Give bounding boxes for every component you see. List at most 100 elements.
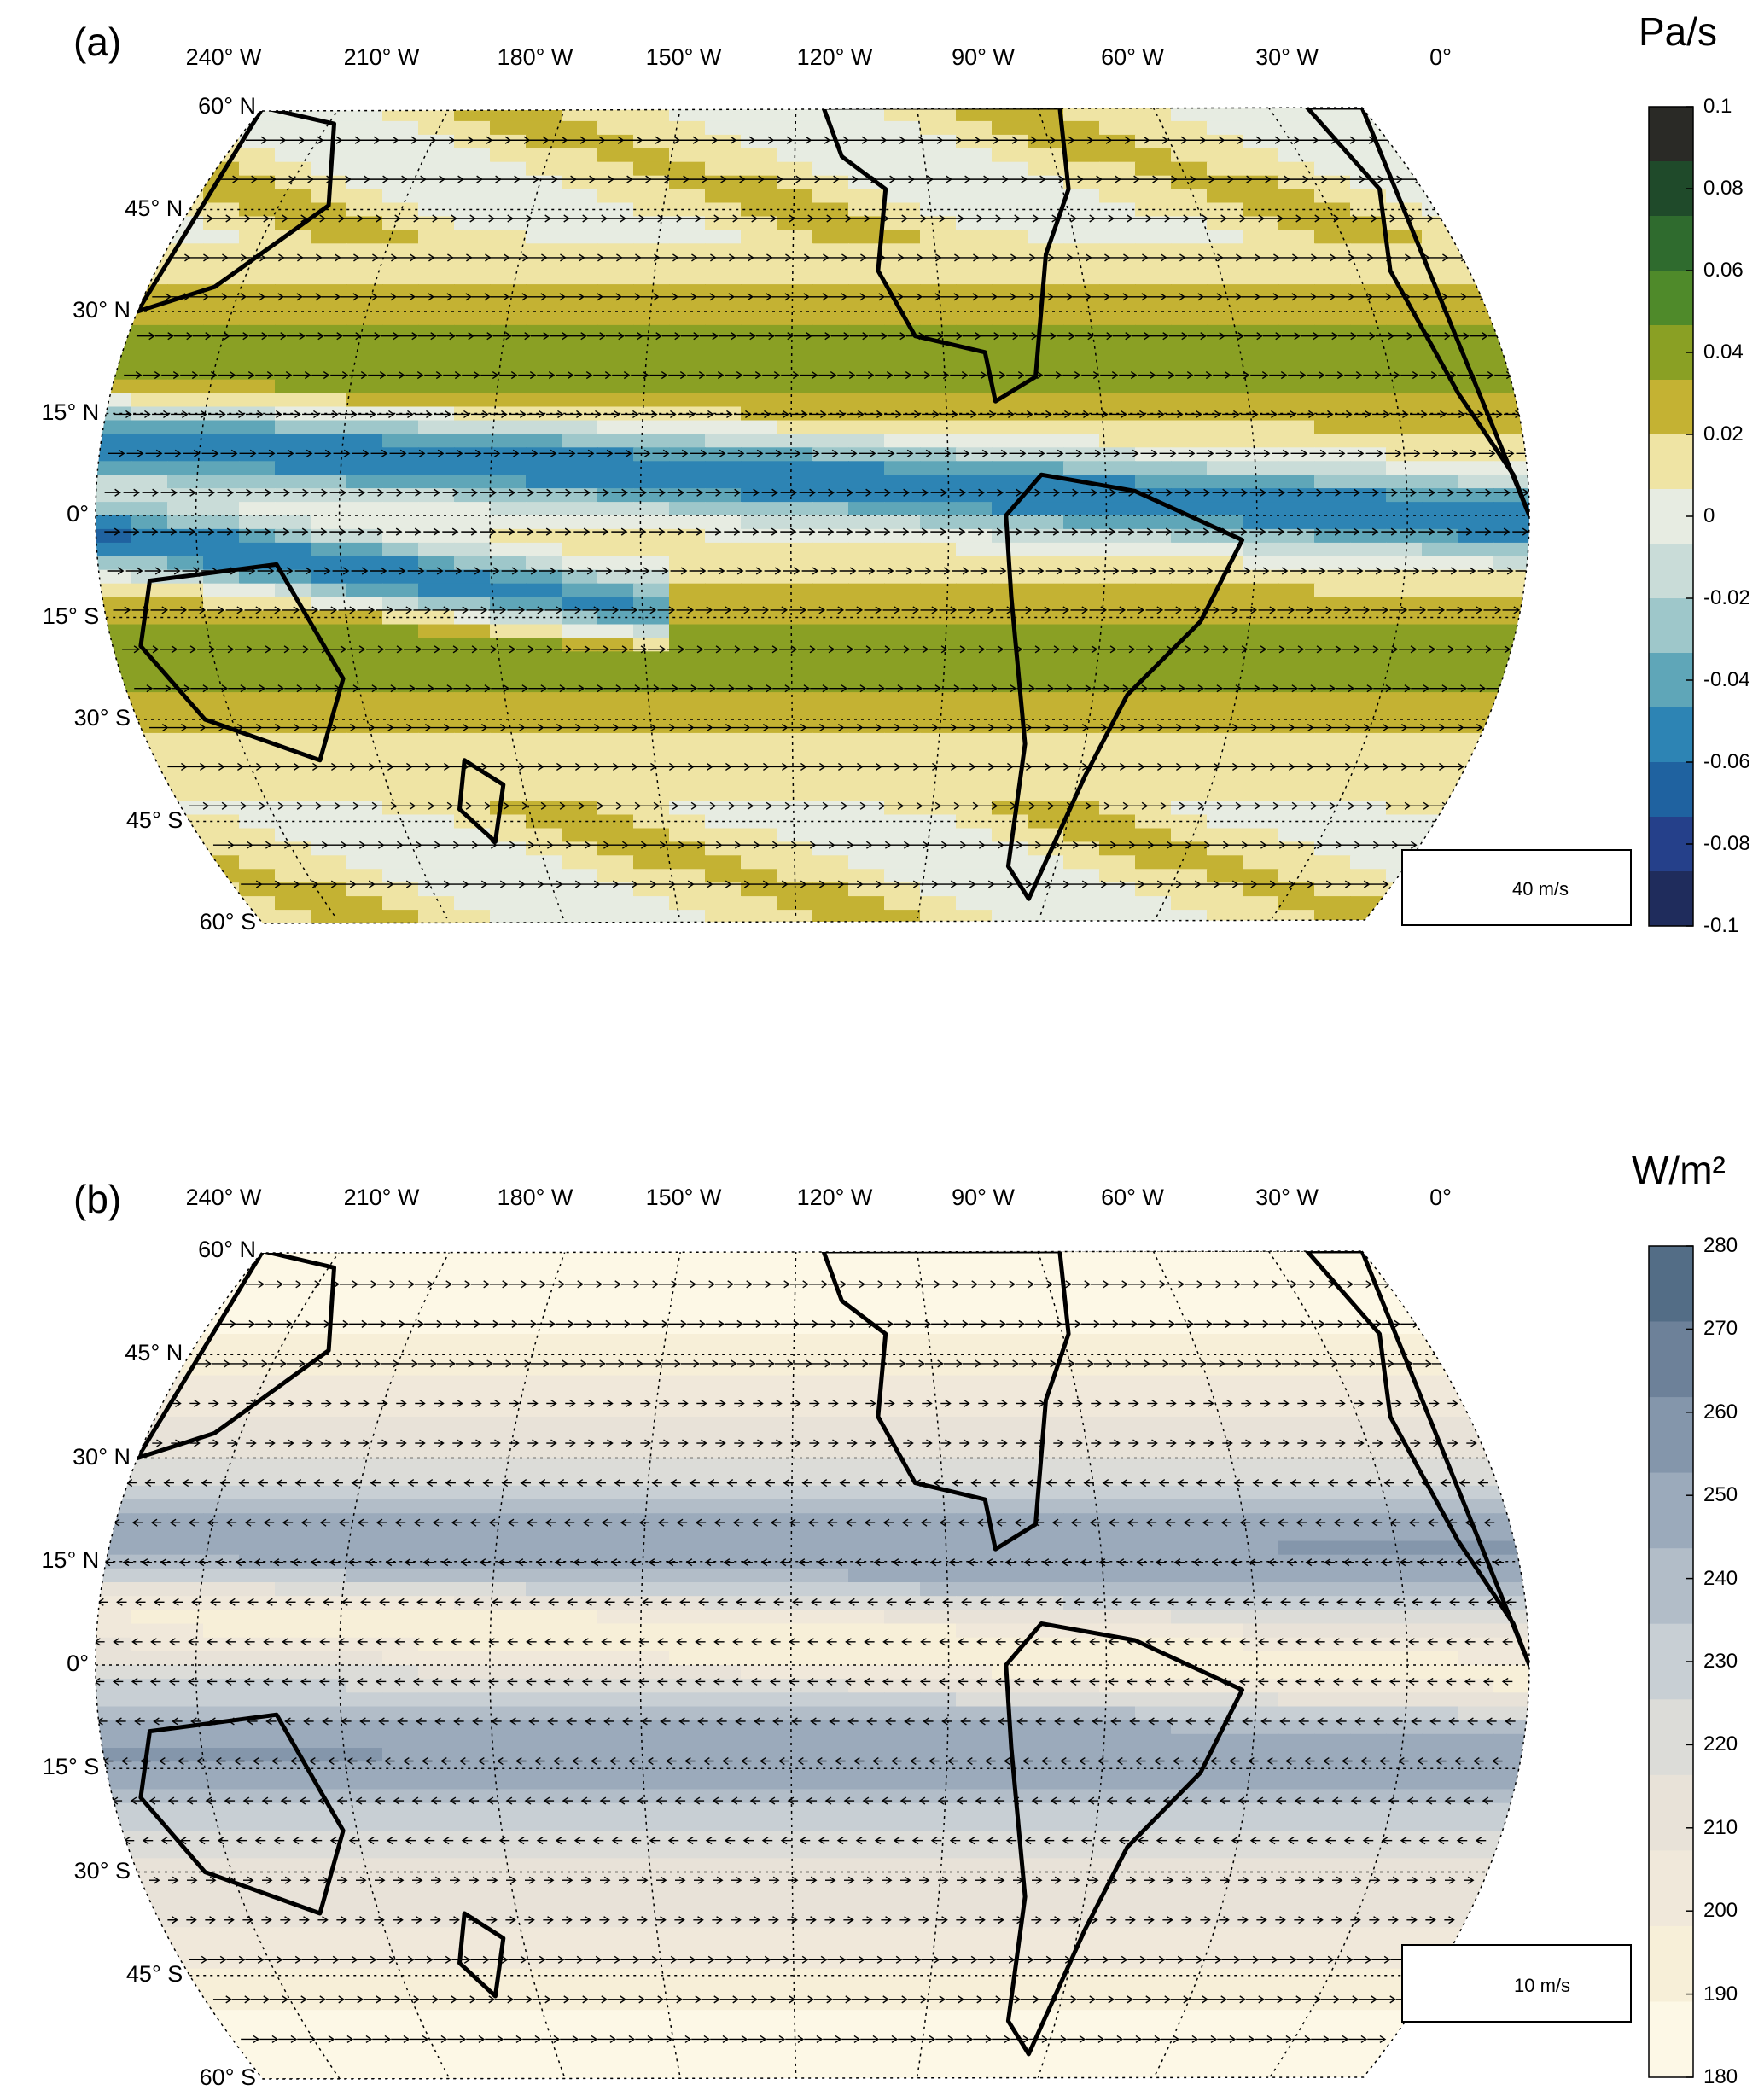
panel-a-colorbar-segment xyxy=(1649,817,1693,872)
panel-b-colorbar-segment xyxy=(1649,2001,1693,2078)
panel-b-colorbar-segment xyxy=(1649,1699,1693,1776)
panel-a-lat-label: 0° xyxy=(67,501,89,527)
panel-b-colorbar-segment xyxy=(1649,1774,1693,1851)
coastline-4 xyxy=(135,108,336,314)
panel-a-reference-vector-label: 40 m/s xyxy=(1512,878,1569,900)
panel-a-colorbar-segment xyxy=(1649,762,1693,818)
panel-b-lat-label: 60° N xyxy=(198,1237,256,1262)
panel-a-colorbar-tick: -0.08 xyxy=(1703,832,1750,855)
panel-b-map xyxy=(95,1245,1694,2080)
coastline-0 xyxy=(821,108,1071,404)
panel-b-lat-label: 0° xyxy=(67,1651,89,1676)
panel-b-colorbar-tick: 260 xyxy=(1703,1400,1738,1424)
panel-b-reference-vector-box: 10 m/s xyxy=(1401,1944,1632,2023)
panel-a-lat-label: 15° S xyxy=(42,603,100,629)
panel-a-colorbar-segment xyxy=(1649,325,1693,381)
panel-b-colorbar-segment xyxy=(1649,1321,1693,1398)
panel-a-field xyxy=(96,108,1529,923)
panel-a-colorbar-tick: -0.02 xyxy=(1703,586,1750,609)
panel-b-outgoing-longwave-radiation: (b) W/m² 240° W 210° W 180° W 150° W 120° W 9… xyxy=(0,1048,1764,2096)
panel-a-lon-label: 180° W xyxy=(497,44,573,70)
panel-a-lon-label: 60° W xyxy=(1101,44,1164,70)
panel-b-colorbar-segment xyxy=(1649,1246,1693,1322)
panel-b-colorbar-tick: 220 xyxy=(1703,1732,1738,1756)
panel-a-vertical-velocity: (a) Pa/s 240° W 210° W 180° W 150° W 120° W 9… xyxy=(41,9,1750,937)
panel-a-colorbar-segment xyxy=(1649,380,1693,435)
panel-b-colorbar-segment xyxy=(1649,1623,1693,1700)
panel-b-colorbar-tick: 180 xyxy=(1703,2065,1738,2088)
coastline-5 xyxy=(457,758,506,844)
panel-a-lon-label: 30° W xyxy=(1255,44,1319,70)
panel-b-colorbar-tick: 270 xyxy=(1703,1317,1738,1341)
panel-a-label: (a) xyxy=(73,20,122,64)
panel-a-map xyxy=(95,106,1694,927)
panel-a-lat-label: 60° S xyxy=(199,909,256,934)
panel-b-unit: W/m² xyxy=(1632,1148,1726,1192)
panel-a-lon-label: 210° W xyxy=(343,44,420,70)
coastline-2 xyxy=(1305,1251,1529,1668)
panel-b-lon-label: 240° W xyxy=(185,1185,262,1210)
panel-a-colorbar-segment xyxy=(1649,707,1693,763)
coastline-3 xyxy=(138,1712,346,1916)
panel-b-lon-label: 30° W xyxy=(1255,1185,1319,1210)
panel-a-lon-label: 240° W xyxy=(185,44,262,70)
panel-a-colorbar-segment xyxy=(1649,871,1693,927)
panel-b-lon-label: 210° W xyxy=(343,1185,420,1210)
panel-b-lat-label: 45° S xyxy=(125,1960,183,1987)
panel-b-colorbar-segment xyxy=(1649,1850,1693,1927)
panel-b-reference-vector-label: 10 m/s xyxy=(1514,1975,1571,1996)
panel-b-colorbar-tick: 190 xyxy=(1703,1982,1738,2006)
panel-b-lat-label: 45° N xyxy=(125,1340,183,1366)
panel-a-colorbar-segment xyxy=(1649,544,1693,599)
panel-a-lat-label: 60° N xyxy=(198,93,256,119)
panel-b-lon-label: 0° xyxy=(1429,1185,1452,1210)
panel-a-colorbar-tick: 0.1 xyxy=(1703,95,1732,118)
panel-a-lon-label: 150° W xyxy=(645,44,722,70)
panel-a-lat-label: 30° N xyxy=(73,297,131,323)
panel-a-lat-label: 30° S xyxy=(73,705,131,731)
panel-b-colorbar-tick: 250 xyxy=(1703,1483,1738,1507)
coastline-4 xyxy=(135,1251,336,1460)
panel-a-colorbar-segment xyxy=(1649,107,1693,162)
panel-a-colorbar-tick: 0.04 xyxy=(1703,341,1744,364)
panel-b-field xyxy=(96,1251,1529,2079)
panel-b-lon-label: 180° W xyxy=(497,1185,573,1210)
panel-a-colorbar-segment xyxy=(1649,598,1693,654)
panel-b-lon-label: 60° W xyxy=(1101,1185,1164,1210)
panel-b-lat-label: 15° S xyxy=(42,1754,100,1780)
panel-a-lon-label: 0° xyxy=(1429,44,1452,70)
panel-a-lat-label: 45° S xyxy=(125,806,183,833)
panel-b-label: (b) xyxy=(73,1177,122,1221)
panel-a-colorbar-segment xyxy=(1649,271,1693,326)
panel-a-colorbar-tick: 0 xyxy=(1703,504,1715,527)
panel-b-colorbar-tick: 200 xyxy=(1703,1899,1738,1923)
panel-a-colorbar-tick: 0.08 xyxy=(1703,177,1744,200)
panel-b-colorbar-tick: 240 xyxy=(1703,1566,1738,1590)
panel-b-lat-label: 30° N xyxy=(73,1443,131,1470)
panel-a-colorbar-segment xyxy=(1649,653,1693,708)
panel-a-lat-label: 45° N xyxy=(125,195,183,221)
panel-a-lon-label: 90° W xyxy=(952,44,1015,70)
panel-a-lat-label: 15° N xyxy=(41,399,100,425)
panel-a-lon-label: 120° W xyxy=(796,44,873,70)
panel-b-lat-label: 15° N xyxy=(41,1546,100,1573)
coastline-0 xyxy=(821,1251,1071,1552)
panel-a-colorbar-tick: -0.04 xyxy=(1703,668,1750,691)
panel-b-lat-label: 30° S xyxy=(73,1857,131,1883)
panel-a-colorbar-tick: -0.1 xyxy=(1703,914,1739,937)
panel-a-colorbar-segment xyxy=(1649,434,1693,490)
panel-b-colorbar-tick: 280 xyxy=(1703,1234,1738,1257)
coastline-5 xyxy=(457,1911,506,1999)
panel-a-reference-vector-box: 40 m/s xyxy=(1401,849,1632,926)
panel-b-colorbar-segment xyxy=(1649,1925,1693,2002)
panel-b-lat-label: 60° S xyxy=(199,2064,256,2090)
coastline-2 xyxy=(1305,108,1529,518)
panel-b-colorbar-segment xyxy=(1649,1397,1693,1474)
panel-a-unit: Pa/s xyxy=(1639,9,1718,54)
panel-b-lon-label: 120° W xyxy=(796,1185,873,1210)
panel-a-colorbar-tick: -0.06 xyxy=(1703,750,1750,773)
panel-a-colorbar-segment xyxy=(1649,489,1693,544)
panel-b-colorbar-tick: 230 xyxy=(1703,1650,1738,1673)
panel-b-lon-label: 150° W xyxy=(645,1185,722,1210)
panel-a-colorbar-tick: 0.06 xyxy=(1703,259,1744,282)
